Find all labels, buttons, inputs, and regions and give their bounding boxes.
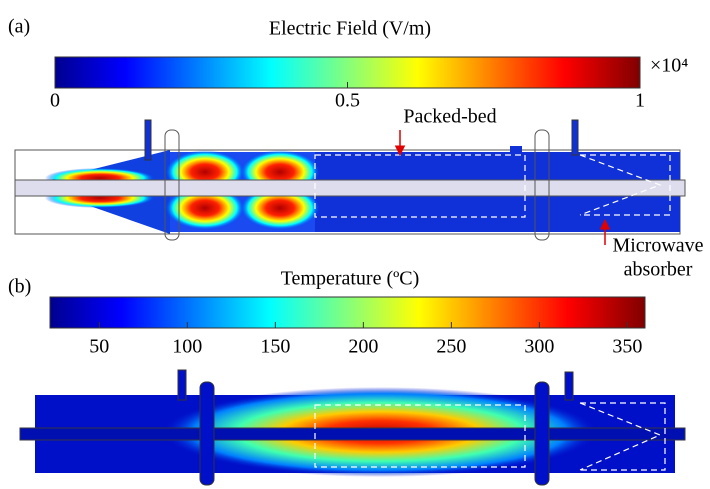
colorbar-tick-label: 150 xyxy=(260,336,290,358)
annotation: absorber xyxy=(624,259,693,281)
colorbar xyxy=(50,297,645,328)
colorbar-tick-label: 0 xyxy=(50,90,60,112)
colorbar-tick-label: 250 xyxy=(436,336,466,358)
colorbar-tick-label: 50 xyxy=(89,336,109,358)
panel-label: (a) xyxy=(8,16,30,38)
device-a xyxy=(15,120,685,245)
colorbar-tick-label: 350 xyxy=(612,336,642,358)
colorbar-tick-label: 1 xyxy=(635,90,645,112)
colorbar-tick-label: 200 xyxy=(348,336,378,358)
colorbar-multiplier: ×10⁴ xyxy=(650,55,688,77)
colorbar-title: Electric Field (V/m) xyxy=(269,18,431,40)
figure: (a) Electric Field (V/m) ×10⁴ 0 0.5 1 Packed-b… xyxy=(0,0,710,489)
annotation: Microwave xyxy=(612,235,703,257)
panel-label: (b) xyxy=(8,276,31,298)
device-b xyxy=(20,370,685,485)
colorbar-title: Temperature (ºC) xyxy=(281,268,420,290)
annotation: Packed-bed xyxy=(403,106,496,128)
colorbar-tick-label: 0.5 xyxy=(335,90,360,112)
colorbar-tick-label: 100 xyxy=(172,336,202,358)
colorbar-tick-label: 300 xyxy=(524,336,554,358)
